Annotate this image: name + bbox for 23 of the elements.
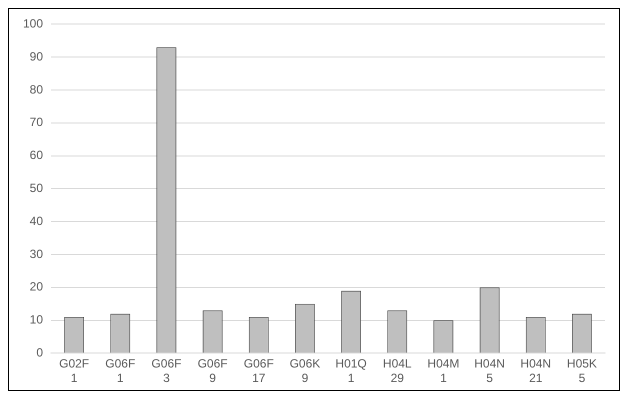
y-tick-label: 60 bbox=[30, 148, 44, 162]
x-tick-label: G06F 3 bbox=[151, 356, 182, 386]
y-tick-label: 40 bbox=[30, 214, 44, 228]
x-tick-label: H04M 1 bbox=[427, 356, 460, 386]
y-tick-label: 80 bbox=[30, 82, 44, 96]
x-tick-label: H04N 21 bbox=[520, 356, 552, 386]
x-tick-label: G02F 1 bbox=[59, 356, 90, 386]
x-tick-label: H04N 5 bbox=[474, 356, 505, 386]
y-tick-label: 20 bbox=[30, 280, 44, 294]
x-tick-label: G06K 9 bbox=[290, 356, 320, 386]
y-tick-label: 90 bbox=[30, 49, 44, 64]
x-tick-label: H04L 29 bbox=[382, 356, 412, 386]
x-tick-label: H05K 5 bbox=[566, 356, 597, 386]
x-tick-label: G06F 1 bbox=[105, 356, 136, 386]
y-tick-label: 100 bbox=[22, 16, 44, 31]
x-tick-label: G06F 9 bbox=[198, 356, 228, 386]
x-tick-label: H01Q 1 bbox=[335, 356, 367, 386]
y-tick-label: 0 bbox=[36, 346, 44, 360]
y-tick-label: 70 bbox=[30, 115, 44, 130]
y-tick-label: 30 bbox=[30, 246, 44, 261]
y-tick-label: 10 bbox=[30, 312, 44, 327]
y-tick-label: 50 bbox=[30, 181, 44, 196]
x-tick-label: G06F 17 bbox=[244, 356, 274, 386]
